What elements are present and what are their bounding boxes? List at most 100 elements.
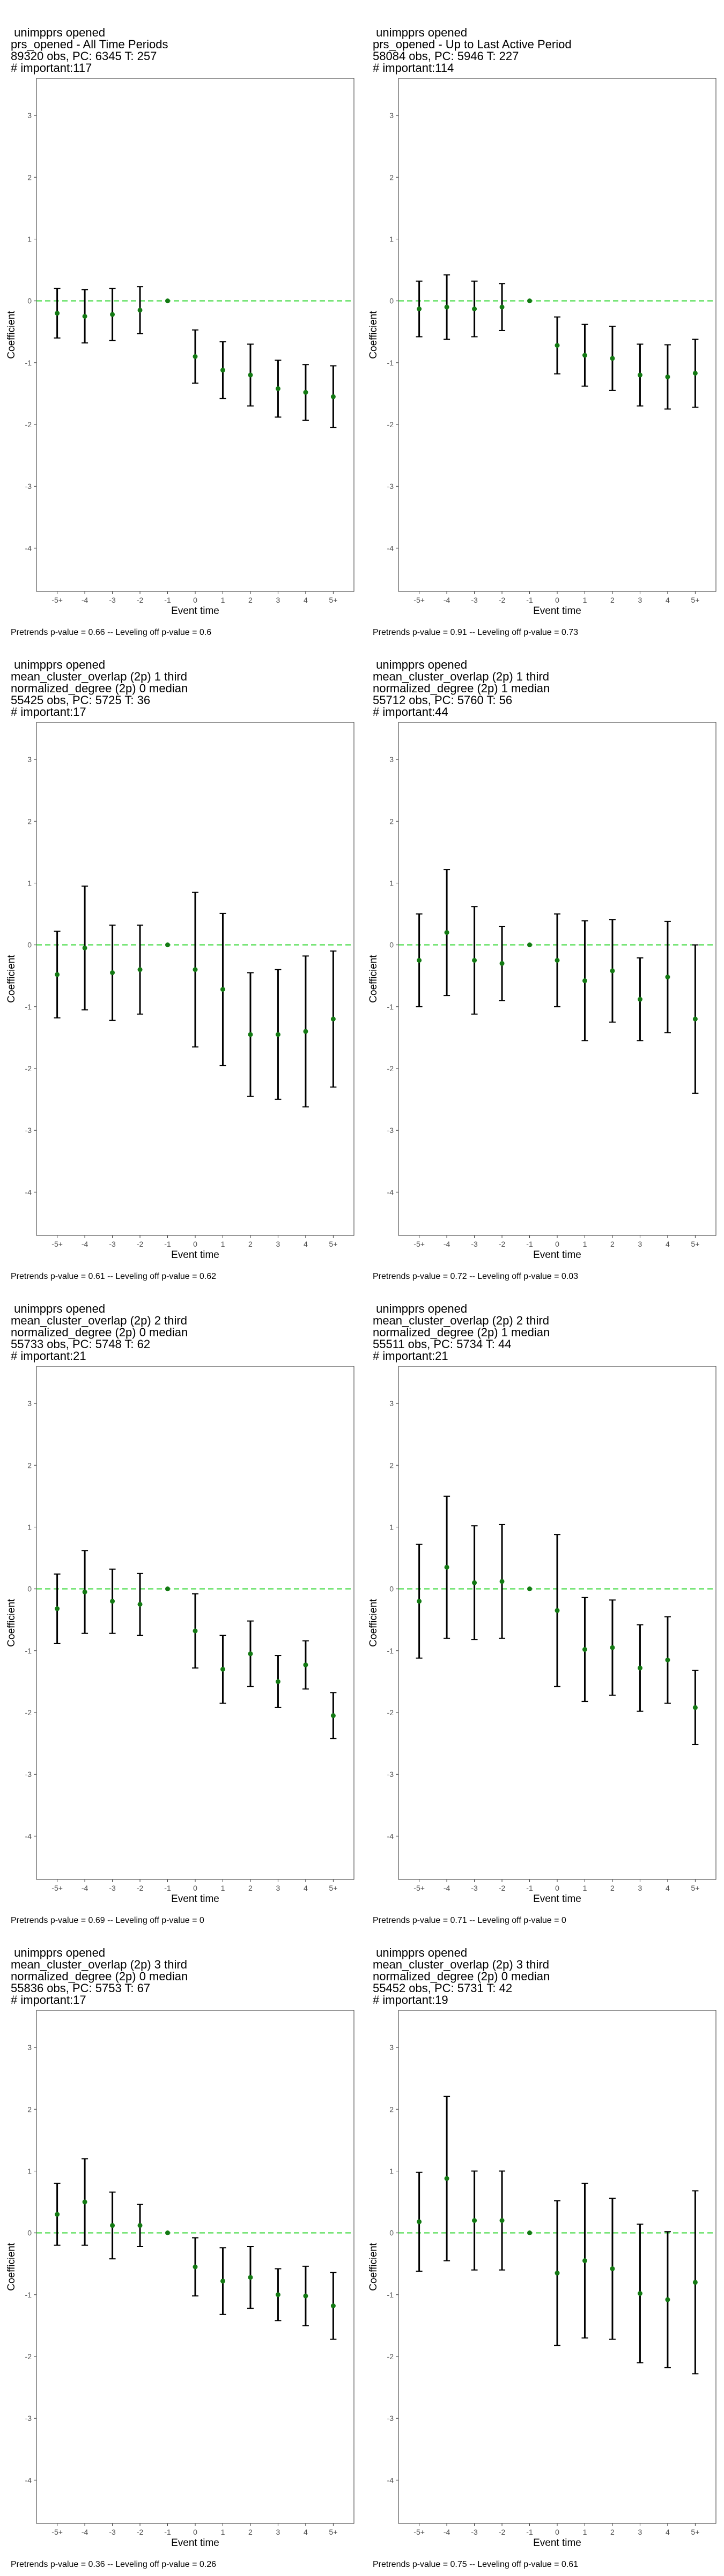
coefficient-point: [137, 308, 143, 313]
x-tick-label: -5+: [51, 1240, 63, 1248]
x-tick-label: 1: [583, 1884, 587, 1892]
y-tick-label: -4: [25, 1188, 32, 1196]
coefficient-point: [444, 2176, 449, 2181]
x-tick-label: 3: [276, 596, 280, 604]
coefficient-point: [692, 2280, 698, 2285]
panel-title-line: unimpprs opened: [11, 658, 106, 671]
x-tick-label: 3: [638, 1884, 642, 1892]
y-tick-label: 0: [27, 941, 32, 949]
panel-title: unimpprs opened prs_opened - All Time Per…: [11, 27, 168, 74]
y-tick-label: -1: [387, 1646, 394, 1655]
panel-title-line: 55511 obs, PC: 5734 T: 44: [373, 1337, 512, 1351]
coefficient-point: [165, 298, 171, 304]
y-tick-label: -3: [387, 1126, 394, 1135]
y-tick-label: 0: [27, 2229, 32, 2237]
y-tick-label: -2: [387, 1064, 394, 1073]
p-value-caption: Pretrends p-value = 0.72 -- Leveling off…: [373, 1272, 578, 1281]
y-tick-label: 2: [27, 817, 32, 825]
x-axis-title: Event time: [533, 1893, 581, 1905]
coefficient-point: [165, 2230, 171, 2236]
y-tick-label: -2: [387, 420, 394, 429]
x-tick-label: 1: [583, 596, 587, 604]
x-tick-label: 3: [276, 1240, 280, 1248]
x-tick-label: 0: [193, 2528, 197, 2536]
coefficient-point: [417, 2219, 422, 2224]
x-tick-label: -2: [499, 2528, 506, 2536]
x-tick-label: 5+: [691, 596, 699, 604]
y-axis-title: Coefficient: [368, 311, 379, 359]
panel-title-line: 55712 obs, PC: 5760 T: 56: [373, 693, 513, 707]
coefficient-point: [275, 1679, 280, 1684]
x-tick-label: 0: [555, 2528, 559, 2536]
coefficient-point: [499, 1579, 505, 1584]
coefficient-point: [610, 2266, 615, 2271]
x-tick-label: -1: [164, 1884, 171, 1892]
event-study-panel: unimpprs opened mean_cluster_overlap (2p)…: [0, 644, 362, 1288]
coefficient-point: [555, 957, 560, 963]
coefficient-point: [665, 2297, 670, 2302]
coefficient-point: [692, 1705, 698, 1710]
y-tick-label: -3: [387, 1770, 394, 1779]
x-tick-label: 3: [276, 1884, 280, 1892]
panel-title-line: # important:21: [11, 1349, 86, 1363]
y-axis-title: Coefficient: [6, 311, 17, 359]
x-tick-label: -5+: [413, 1240, 425, 1248]
x-tick-label: -3: [109, 1884, 116, 1892]
x-axis-title: Event time: [171, 2537, 219, 2549]
y-tick-label: -3: [387, 482, 394, 491]
x-tick-label: 0: [555, 596, 559, 604]
x-tick-label: -1: [526, 1240, 533, 1248]
coefficient-point: [82, 1589, 87, 1594]
panel-title-line: normalized_degree (2p) 0 median: [373, 1970, 550, 1983]
x-tick-label: 2: [610, 1884, 615, 1892]
coefficient-point: [527, 942, 533, 948]
panel-title-line: unimpprs opened: [373, 26, 468, 39]
x-tick-label: -1: [526, 1884, 533, 1892]
coefficient-point: [220, 987, 225, 992]
coefficient-point: [220, 1666, 225, 1672]
x-tick-label: 5+: [329, 1884, 337, 1892]
y-tick-label: 1: [389, 879, 394, 887]
x-axis-title: Event time: [171, 1249, 219, 1261]
y-tick-label: -2: [25, 2352, 32, 2361]
coefficient-point: [637, 2291, 642, 2296]
panel-title-line: prs_opened - Up to Last Active Period: [373, 38, 572, 51]
x-tick-label: 3: [276, 2528, 280, 2536]
coefficient-point: [137, 2223, 143, 2228]
y-tick-label: -1: [25, 2290, 32, 2299]
event-study-panel: unimpprs opened mean_cluster_overlap (2p)…: [0, 1932, 362, 2576]
x-tick-label: 4: [666, 596, 670, 604]
y-tick-label: -1: [387, 2290, 394, 2299]
event-study-panel: unimpprs opened prs_opened - All Time Per…: [0, 0, 362, 644]
panel-title-line: unimpprs opened: [11, 1946, 106, 1959]
y-tick-label: 0: [27, 297, 32, 305]
y-axis-title: Coefficient: [6, 955, 17, 1003]
y-tick-label: 3: [389, 755, 394, 764]
y-tick-label: 0: [389, 941, 394, 949]
panel-title: unimpprs opened mean_cluster_overlap (2p)…: [373, 659, 550, 718]
coefficient-point: [692, 370, 698, 376]
y-axis-title: Coefficient: [368, 2243, 379, 2291]
plot-area: 3 2 1 0 -1 -2 -3 -4 -5+ -4 -3 -2 -1 0 1 2 3 4 5+ Event time…: [368, 722, 716, 1281]
x-tick-label: -1: [164, 596, 171, 604]
coefficient-point: [275, 386, 280, 391]
x-tick-label: 0: [193, 1240, 197, 1248]
coefficient-point: [417, 957, 422, 963]
x-tick-label: -2: [499, 1884, 506, 1892]
event-study-panel: unimpprs opened mean_cluster_overlap (2p)…: [362, 1288, 724, 1932]
x-tick-label: 0: [555, 1884, 559, 1892]
x-tick-label: -3: [471, 1240, 478, 1248]
coefficient-point: [582, 2258, 587, 2263]
x-tick-label: 4: [304, 596, 308, 604]
y-tick-label: 3: [389, 2043, 394, 2052]
coefficient-point: [527, 298, 533, 304]
x-tick-label: 5+: [691, 1884, 699, 1892]
y-tick-label: 1: [389, 1523, 394, 1531]
x-tick-label: -3: [109, 1240, 116, 1248]
x-tick-label: 1: [221, 596, 225, 604]
y-tick-label: 3: [27, 111, 32, 120]
coefficient-point: [82, 945, 87, 950]
event-study-panel: unimpprs opened mean_cluster_overlap (2p)…: [362, 1932, 724, 2576]
x-tick-label: -5+: [413, 1884, 425, 1892]
x-tick-label: -1: [164, 2528, 171, 2536]
